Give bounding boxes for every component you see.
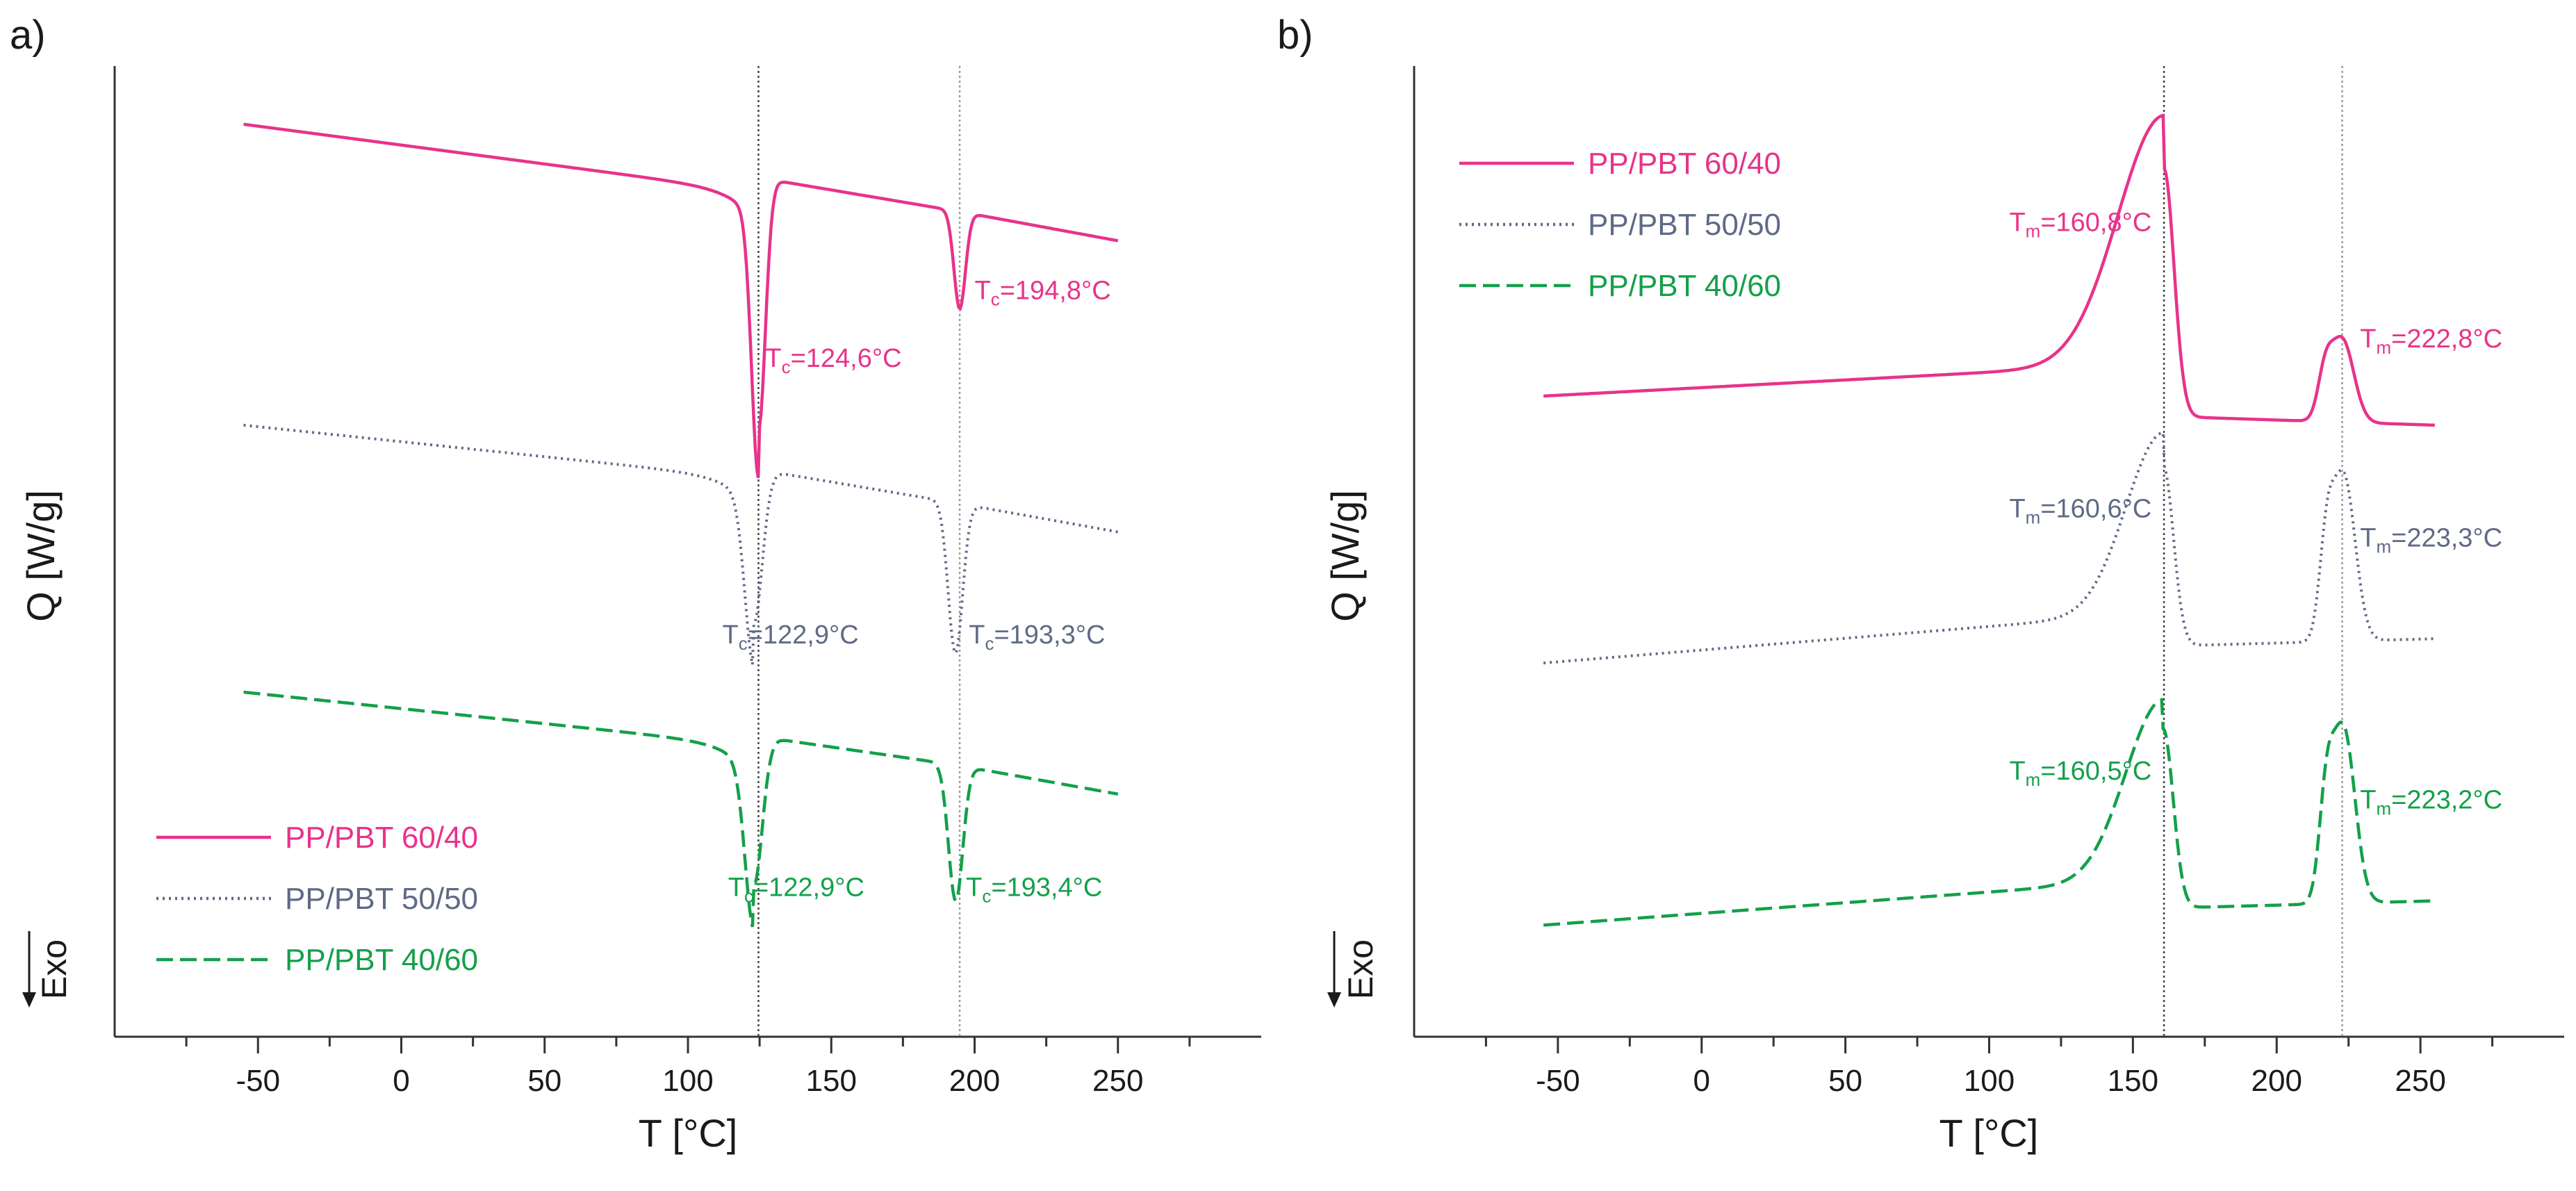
series-line bbox=[243, 423, 1119, 665]
x-tick-label: -50 bbox=[236, 1064, 280, 1098]
legend-label: PP/PBT 60/40 bbox=[1588, 147, 1781, 181]
peak-annotation: Tc=193,3°C bbox=[969, 621, 1105, 654]
x-tick-label: 250 bbox=[1092, 1064, 1143, 1098]
series-line bbox=[243, 690, 1119, 928]
legend-label: PP/PBT 40/60 bbox=[1588, 269, 1781, 303]
peak-annotation: Tc=193,4°C bbox=[966, 873, 1102, 906]
panel-label-a: a) bbox=[10, 13, 46, 58]
peak-annotation: Tm=223,2°C bbox=[2360, 786, 2502, 819]
peak-annotation: Tc=124,6°C bbox=[765, 344, 901, 377]
series-lines bbox=[243, 122, 1119, 928]
x-tick-label: 50 bbox=[1828, 1064, 1862, 1098]
series-line bbox=[1543, 113, 2435, 427]
peak-annotation: Tc=194,8°C bbox=[975, 276, 1111, 309]
peak-annotation: Tc=122,9°C bbox=[723, 621, 859, 654]
y-axis-title: Q [W/g] bbox=[1323, 490, 1367, 622]
peak-annotation: Tm=160,6°C bbox=[2009, 495, 2151, 528]
legend-label: PP/PBT 50/50 bbox=[285, 882, 478, 916]
peak-annotations: Tc=124,6°C Tc=194,8°C Tc=122,9°C Tc=193,3°C… bbox=[723, 276, 1111, 906]
series-lines bbox=[1543, 113, 2435, 927]
x-tick-label: -50 bbox=[1536, 1064, 1580, 1098]
exo-arrow-icon bbox=[22, 992, 36, 1008]
exo-arrow-icon bbox=[1327, 992, 1341, 1008]
x-tick-label: 100 bbox=[1964, 1064, 2015, 1098]
x-tick-label: 0 bbox=[1693, 1064, 1710, 1098]
legend: PP/PBT 60/40 PP/PBT 50/50 PP/PBT 40/60 bbox=[156, 821, 478, 977]
legend: PP/PBT 60/40 PP/PBT 50/50 PP/PBT 40/60 bbox=[1459, 147, 1781, 303]
x-axis-title: T [°C] bbox=[1939, 1111, 2039, 1155]
peak-annotation: Tm=160,8°C bbox=[2009, 208, 2151, 241]
panel-b-chart: b) -50 0 50 100 150 200 250 Tm=160,8°C Tm=222,8… bbox=[1277, 13, 2564, 1155]
x-tick-label: 150 bbox=[806, 1064, 857, 1098]
y-axis-title: Q [W/g] bbox=[19, 490, 63, 622]
x-tick-labels: -50 0 50 100 150 200 250 bbox=[1536, 1064, 2446, 1098]
x-tick-label: 200 bbox=[949, 1064, 1000, 1098]
exo-label: Exo bbox=[35, 939, 74, 999]
panel-a-chart: a) -50 0 50 100 150 200 250 Tc=124,6°C Tc=194,8… bbox=[10, 13, 1261, 1155]
peak-annotation: Tm=160,5°C bbox=[2009, 757, 2151, 790]
exo-label: Exo bbox=[1341, 939, 1380, 999]
x-tick-label: 250 bbox=[2395, 1064, 2445, 1098]
legend-label: PP/PBT 60/40 bbox=[285, 821, 478, 855]
x-ticks bbox=[185, 1037, 1191, 1053]
peak-annotation: Tc=122,9°C bbox=[728, 873, 864, 906]
x-ticks bbox=[1484, 1037, 2494, 1053]
x-axis-title: T [°C] bbox=[639, 1111, 738, 1155]
x-tick-label: 50 bbox=[527, 1064, 561, 1098]
peak-annotation: Tm=222,8°C bbox=[2360, 325, 2502, 358]
x-tick-label: 100 bbox=[662, 1064, 713, 1098]
x-tick-label: 150 bbox=[2108, 1064, 2158, 1098]
legend-label: PP/PBT 50/50 bbox=[1588, 208, 1781, 242]
series-line bbox=[243, 122, 1119, 479]
reference-lines bbox=[2163, 66, 2343, 1037]
x-tick-labels: -50 0 50 100 150 200 250 bbox=[236, 1064, 1143, 1098]
legend-label: PP/PBT 40/60 bbox=[285, 943, 478, 977]
x-tick-label: 0 bbox=[393, 1064, 409, 1098]
peak-annotation: Tm=223,3°C bbox=[2360, 524, 2502, 557]
series-line bbox=[1543, 698, 2435, 927]
panel-label-b: b) bbox=[1277, 13, 1313, 58]
x-tick-label: 200 bbox=[2251, 1064, 2302, 1098]
peak-annotations: Tm=160,8°C Tm=222,8°C Tm=160,6°C Tm=223,3°C… bbox=[2009, 208, 2502, 819]
